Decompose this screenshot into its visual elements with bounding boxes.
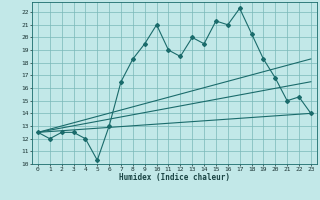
X-axis label: Humidex (Indice chaleur): Humidex (Indice chaleur) (119, 173, 230, 182)
